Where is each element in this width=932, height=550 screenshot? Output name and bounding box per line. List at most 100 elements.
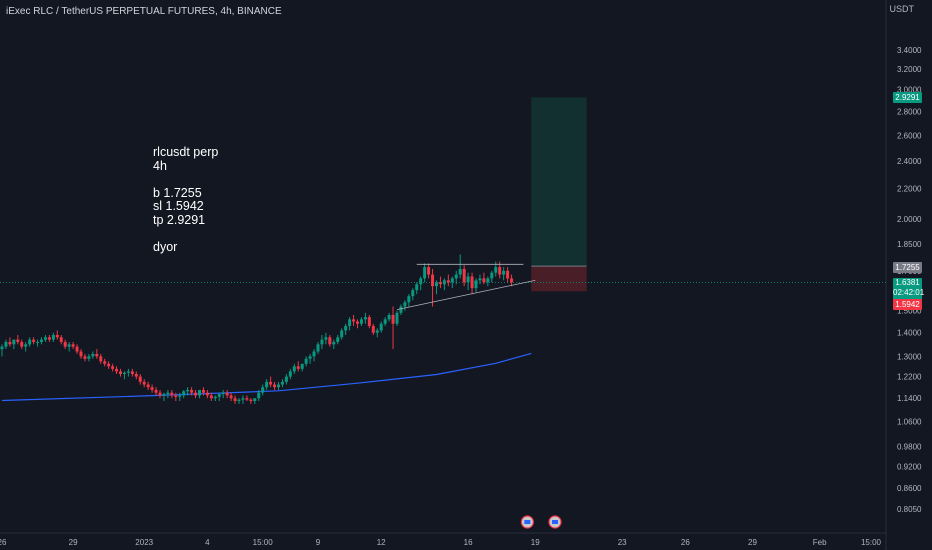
candle-body xyxy=(126,371,130,373)
candle-body xyxy=(336,337,340,342)
candle-body xyxy=(122,372,126,374)
candle-body xyxy=(237,399,241,402)
y-tick-label: 1.4000 xyxy=(897,329,922,338)
candle-body xyxy=(466,276,470,283)
candle-body xyxy=(482,278,486,283)
candle-body xyxy=(229,395,233,399)
candle-body xyxy=(320,339,324,345)
candle-body xyxy=(253,398,257,402)
candle-body xyxy=(470,276,474,289)
candle-body xyxy=(474,280,478,289)
candle-body xyxy=(190,389,194,393)
candle-body xyxy=(391,315,395,324)
candle-body xyxy=(296,366,300,369)
x-tick-label: 9 xyxy=(316,538,321,547)
candle-body xyxy=(174,395,178,397)
candle-body xyxy=(415,284,419,291)
candle-body xyxy=(269,381,273,385)
candle-body xyxy=(115,368,119,372)
candle-body xyxy=(83,356,87,359)
candle-body xyxy=(170,392,174,396)
note-line: b 1.7255 xyxy=(153,185,202,200)
x-tick-label: 2023 xyxy=(135,538,153,547)
candle-body xyxy=(119,371,122,374)
loss-zone xyxy=(531,266,587,292)
take-profit-price-tag: 2.9291 xyxy=(893,92,922,103)
y-tick-label: 3.0000 xyxy=(897,86,922,95)
candle-body xyxy=(201,389,205,393)
candle-body xyxy=(16,339,20,342)
event-flag-icon xyxy=(520,515,534,529)
candle-body xyxy=(324,337,328,340)
note-line: 4h xyxy=(153,158,167,173)
candle-body xyxy=(427,267,431,275)
y-tick-label: 3.4000 xyxy=(897,46,922,55)
note-line: tp 2.9291 xyxy=(153,212,206,227)
candle-body xyxy=(79,351,83,357)
profit-zone xyxy=(531,97,587,267)
candle-body xyxy=(87,356,91,359)
x-tick-label: 15:00 xyxy=(861,538,882,547)
candle-body xyxy=(411,290,415,297)
candle-body xyxy=(40,339,43,342)
candle-body xyxy=(43,337,47,340)
candle-body xyxy=(273,384,277,388)
candle-body xyxy=(419,278,423,285)
y-tick-label: 0.8600 xyxy=(897,484,922,493)
candle-body xyxy=(32,339,36,342)
candle-body xyxy=(399,306,403,313)
note-line: rlcusdt perp xyxy=(153,145,219,159)
candle-body xyxy=(458,268,462,275)
candle-body xyxy=(435,282,438,287)
candle-body xyxy=(316,344,320,352)
candle-body xyxy=(304,358,308,364)
candle-body xyxy=(36,341,40,343)
candle-body xyxy=(71,344,75,347)
x-tick-label: 26 xyxy=(681,538,690,547)
candle-body xyxy=(371,325,375,333)
candle-body xyxy=(363,317,367,320)
y-tick-label: 3.2000 xyxy=(897,65,922,74)
candle-body xyxy=(277,384,280,388)
candle-body xyxy=(24,344,28,347)
y-tick-label: 2.8000 xyxy=(897,108,922,117)
candle-body xyxy=(130,371,134,374)
candle-body xyxy=(158,392,162,396)
candle-body xyxy=(494,267,498,273)
y-tick-label: 2.0000 xyxy=(897,215,922,224)
candle-body xyxy=(498,267,502,275)
candle-body xyxy=(28,339,32,345)
x-tick-label: 16 xyxy=(464,538,473,547)
y-tick-label: 1.1400 xyxy=(897,394,922,403)
candle-body xyxy=(352,319,356,322)
candle-body xyxy=(51,335,55,340)
candle-body xyxy=(213,396,217,399)
candle-body xyxy=(446,280,450,283)
x-tick-label: Feb xyxy=(813,538,827,547)
x-tick-label: 26 xyxy=(0,538,7,547)
candle-body xyxy=(182,391,186,396)
candle-body xyxy=(486,278,490,283)
candle-body xyxy=(55,335,59,338)
last-price-tag: 1.6381 02:42:01 xyxy=(893,278,924,300)
candle-body xyxy=(387,315,391,320)
y-tick-label: 1.0600 xyxy=(897,417,922,426)
candle-body xyxy=(300,363,304,369)
y-tick-label: 2.6000 xyxy=(897,131,922,140)
candle-body xyxy=(178,395,182,397)
y-tick-label: 1.3000 xyxy=(897,352,922,361)
candle-body xyxy=(20,341,24,347)
candle-body xyxy=(63,341,67,347)
candle-body xyxy=(0,346,4,350)
candle-body xyxy=(442,280,446,285)
candle-body xyxy=(395,312,399,324)
event-flag-icon xyxy=(548,515,562,529)
candle-body xyxy=(59,337,63,342)
candle-body xyxy=(209,395,213,399)
candle-body xyxy=(502,270,506,275)
candle-body xyxy=(438,282,442,285)
y-tick-label: 1.5000 xyxy=(897,307,922,316)
candle-body xyxy=(312,351,316,357)
